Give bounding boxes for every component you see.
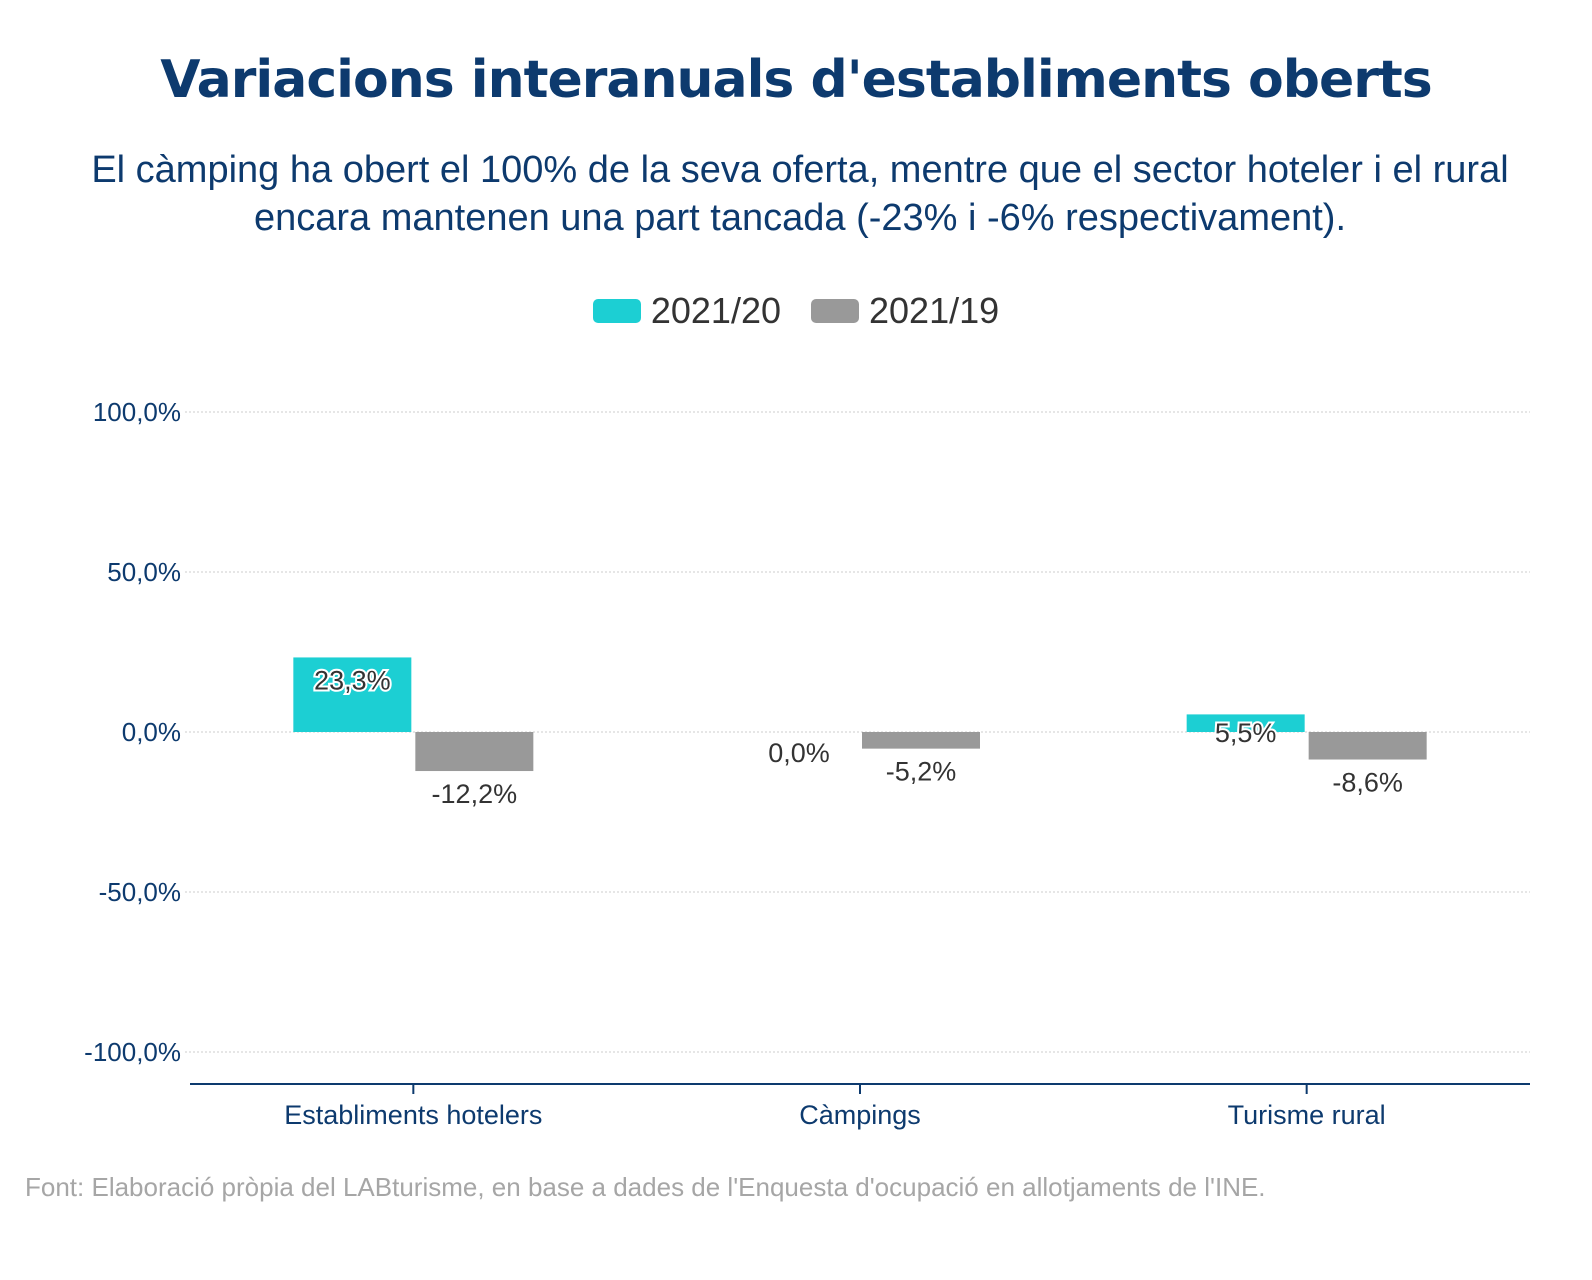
- bar-series-1: [293, 657, 412, 732]
- source-note: Font: Elaboració pròpia del LABturisme, …: [25, 1172, 1266, 1202]
- bar-series-2: [415, 732, 534, 772]
- x-tick-label: Càmpings: [799, 1100, 921, 1130]
- y-tick-label: -50,0%: [99, 877, 181, 907]
- y-tick-label: 50,0%: [107, 557, 181, 587]
- data-label-series-2: -8,6%: [1332, 768, 1403, 798]
- bar-series-2: [862, 732, 980, 749]
- data-label-series-2: -12,2%: [432, 779, 518, 809]
- data-label-series-2: -5,2%: [886, 757, 957, 787]
- chart-title: Variacions interanuals d'establiments ob…: [160, 50, 1432, 110]
- legend: 2021/20 2021/19: [0, 290, 1592, 332]
- data-label-series-1: 23,3%: [314, 665, 391, 695]
- x-tick-label: Establiments hotelers: [284, 1100, 542, 1130]
- legend-label-series-1: 2021/20: [650, 290, 781, 331]
- bar-series-2: [1308, 732, 1427, 760]
- x-tick-label: Turisme rural: [1228, 1100, 1386, 1130]
- y-tick-label: 100,0%: [93, 397, 181, 427]
- chart-subtitle: El càmping ha obert el 100% de la seva o…: [91, 149, 1509, 239]
- bar-series-1: [1186, 714, 1305, 732]
- legend-swatch-series-2: [811, 299, 859, 323]
- legend-item-series-2[interactable]: 2021/19: [811, 290, 999, 332]
- legend-swatch-series-1: [592, 299, 641, 323]
- legend-item-series-1[interactable]: 2021/20: [592, 290, 781, 332]
- legend-label-series-2: 2021/19: [869, 290, 1000, 331]
- bar-chart: 100,0% 50,0% 0,0% -50,0% -100,0% Establiments…: [84, 397, 1530, 1130]
- y-tick-label: -100,0%: [84, 1037, 181, 1067]
- data-label-series-1: 0,0%: [768, 738, 830, 768]
- data-label-series-1: 5,5%: [1215, 718, 1277, 748]
- y-tick-label: 0,0%: [122, 717, 181, 747]
